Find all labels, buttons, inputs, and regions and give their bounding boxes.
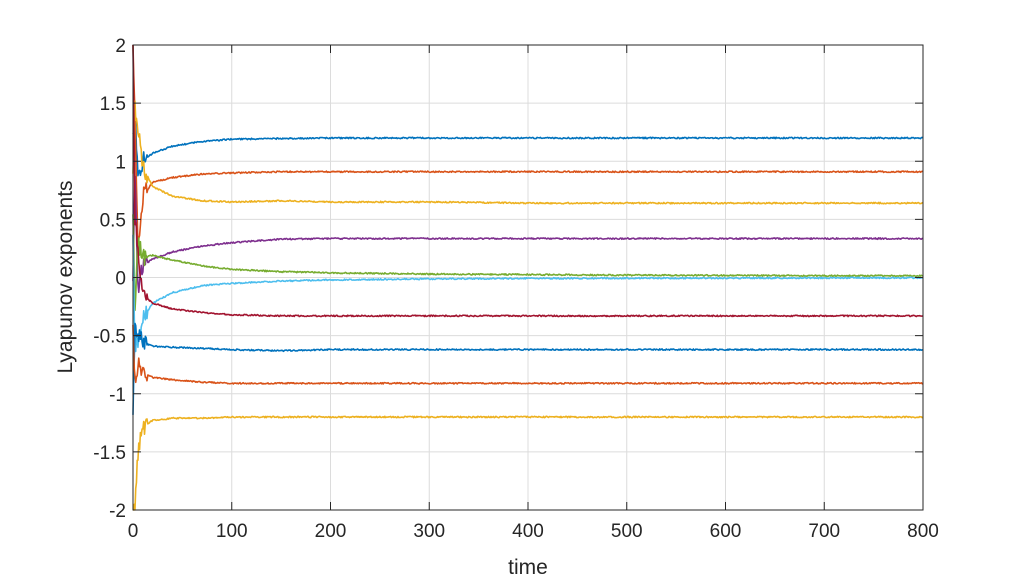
y-tick-label: 0 xyxy=(115,269,126,290)
series-line xyxy=(132,100,924,205)
y-tick-label: 0.5 xyxy=(100,210,126,231)
x-tick-label: 300 xyxy=(413,521,445,542)
series-layer xyxy=(132,44,924,511)
series-line xyxy=(132,322,924,415)
x-tick-label: 700 xyxy=(808,521,840,542)
series-line xyxy=(132,415,924,511)
series-line xyxy=(132,234,924,353)
y-tick-label: 1 xyxy=(115,152,126,173)
x-tick-label: 100 xyxy=(216,521,248,542)
x-tick-label: 500 xyxy=(611,521,643,542)
series-line xyxy=(132,44,924,252)
series-line xyxy=(132,175,924,294)
series-line xyxy=(132,111,924,177)
y-tick-label: 1.5 xyxy=(100,94,126,115)
tick-labels: 0 100 200 300 400 500 600 700 800 -2 -1.5 -1 -0.5 0 0.… xyxy=(93,36,939,542)
x-tick-label: 200 xyxy=(315,521,347,542)
x-tick-label: 800 xyxy=(907,521,939,542)
series-line xyxy=(132,214,924,312)
ticks xyxy=(132,44,924,511)
y-tick-label: -0.5 xyxy=(93,327,126,348)
y-axis-label: Lyapunov exponents xyxy=(54,180,77,373)
x-tick-label: 400 xyxy=(512,521,544,542)
series-line xyxy=(132,44,924,318)
y-tick-label: 2 xyxy=(115,36,126,57)
series-line xyxy=(132,324,924,385)
x-axis-label: time xyxy=(508,556,548,579)
y-tick-label: -1 xyxy=(109,385,126,406)
x-tick-label: 0 xyxy=(128,521,139,542)
y-tick-label: -2 xyxy=(109,501,126,522)
x-tick-label: 600 xyxy=(710,521,742,542)
y-tick-label: -1.5 xyxy=(93,443,126,464)
